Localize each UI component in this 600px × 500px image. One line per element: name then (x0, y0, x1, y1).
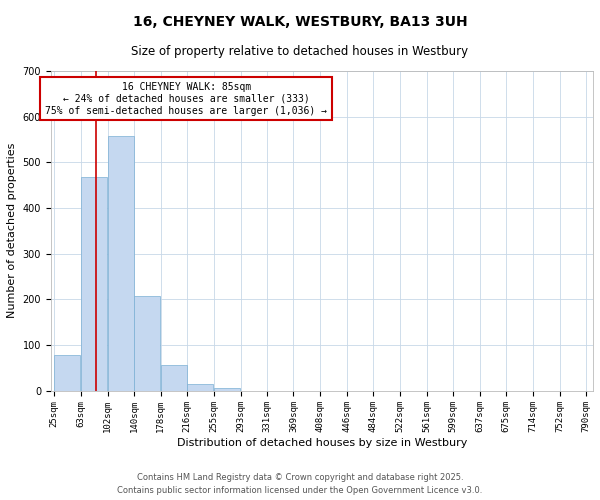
Bar (81, 178, 107, 390)
Text: Size of property relative to detached houses in Westbury: Size of property relative to detached ho… (131, 45, 469, 58)
Bar (187, 384, 213, 390)
Bar (214, 388, 241, 390)
Y-axis label: Number of detached properties: Number of detached properties (7, 143, 17, 318)
Text: 16 CHEYNEY WALK: 85sqm
← 24% of detached houses are smaller (333)
75% of semi-de: 16 CHEYNEY WALK: 85sqm ← 24% of detached… (46, 82, 328, 116)
Text: 16, CHEYNEY WALK, WESTBURY, BA13 3UH: 16, CHEYNEY WALK, WESTBURY, BA13 3UH (133, 15, 467, 29)
Text: Contains public sector information licensed under the Open Government Licence v3: Contains public sector information licen… (118, 486, 482, 495)
Bar (55, 355, 80, 390)
Bar (108, 136, 134, 390)
Bar (134, 296, 160, 390)
X-axis label: Distribution of detached houses by size in Westbury: Distribution of detached houses by size … (177, 438, 467, 448)
Bar (161, 366, 187, 390)
Text: Contains HM Land Registry data © Crown copyright and database right 2025.: Contains HM Land Registry data © Crown c… (137, 472, 463, 482)
